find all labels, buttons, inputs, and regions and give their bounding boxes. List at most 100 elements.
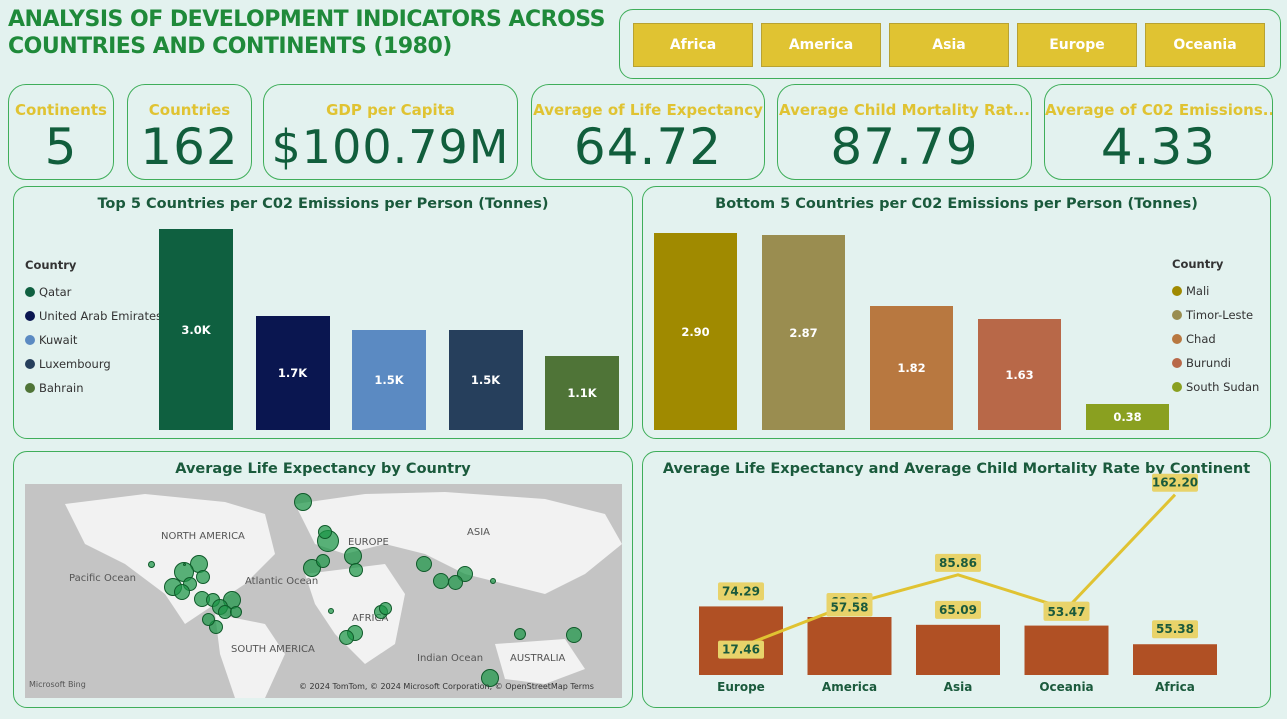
legend-item[interactable]: Bahrain — [25, 376, 162, 400]
slicer-africa[interactable]: Africa — [633, 23, 753, 67]
country-bubble[interactable] — [416, 556, 432, 572]
kpi-value: 4.33 — [1100, 118, 1217, 176]
kpi-life-expectancy: Average of Life Expectancy 64.72 — [531, 84, 765, 180]
country-bubble[interactable] — [294, 493, 312, 511]
country-bubble[interactable] — [566, 627, 582, 643]
continent-slicer: Africa America Asia Europe Oceania — [619, 9, 1281, 79]
country-bubble[interactable] — [196, 570, 210, 584]
data-label: 55.38 — [1156, 622, 1194, 636]
dashboard-title: ANALYSIS OF DEVELOPMENT INDICATORS ACROS… — [8, 7, 606, 59]
bar[interactable]: 3.0K — [159, 229, 233, 430]
x-tick-label: Africa — [1155, 680, 1195, 694]
combo-plot: 74.2969.0065.0964.7155.3817.4657.5885.86… — [699, 473, 1217, 694]
bar[interactable]: 2.87 — [762, 235, 845, 430]
legend-label: South Sudan — [1186, 380, 1260, 394]
x-tick-label: Asia — [944, 680, 973, 694]
bar[interactable]: 1.63 — [978, 319, 1061, 430]
bar[interactable]: 1.82 — [870, 306, 953, 430]
kpi-value: 5 — [44, 118, 78, 176]
country-bubble[interactable] — [316, 554, 330, 568]
bar-data-label: 2.87 — [789, 325, 818, 340]
legend-item[interactable]: Kuwait — [25, 328, 162, 352]
bar[interactable]: 0.38 — [1086, 404, 1169, 430]
x-tick-label: Oceania — [1039, 680, 1093, 694]
country-bubble[interactable] — [230, 606, 242, 618]
legend-item[interactable]: Timor-Leste — [1172, 303, 1259, 327]
bar-data-label: 1.5K — [374, 372, 404, 387]
country-bubble[interactable] — [481, 669, 499, 687]
bar[interactable] — [807, 617, 892, 675]
country-bubble[interactable] — [349, 563, 363, 577]
kpi-co2-emissions: Average of C02 Emissions.. 4.33 — [1044, 84, 1273, 180]
bottom5-co2-chart: Bottom 5 Countries per C02 Emissions per… — [642, 186, 1271, 439]
legend-marker — [25, 383, 35, 393]
country-bubble[interactable] — [147, 560, 155, 568]
bar-data-label: 1.7K — [277, 366, 308, 381]
legend-item[interactable]: South Sudan — [1172, 375, 1259, 399]
kpi-value: 87.79 — [830, 118, 979, 176]
legend-marker — [1172, 310, 1182, 320]
legend-label: United Arab Emirates — [39, 309, 163, 323]
bar[interactable]: 1.7K — [255, 316, 330, 430]
map-title: Average Life Expectancy by Country — [175, 461, 471, 477]
legend-title: Country — [25, 258, 77, 272]
data-label: 74.29 — [722, 584, 760, 598]
kpi-label: Countries — [148, 101, 231, 119]
country-bubble[interactable] — [378, 601, 392, 615]
kpi-value: 162 — [140, 118, 239, 176]
world-map[interactable]: NORTH AMERICA EUROPE ASIA Pacific Ocean … — [25, 484, 622, 698]
data-label-box — [1152, 620, 1198, 639]
legend-item[interactable]: United Arab Emirates — [25, 304, 162, 328]
country-bubble[interactable] — [338, 629, 354, 645]
legend-item[interactable]: Qatar — [25, 280, 162, 304]
slicer-america[interactable]: America — [761, 23, 881, 67]
bar[interactable]: 2.90 — [654, 233, 737, 430]
map-attribution[interactable]: © 2024 TomTom, © 2024 Microsoft Corporat… — [299, 682, 594, 691]
line-series[interactable] — [740, 493, 1177, 649]
slicer-oceania[interactable]: Oceania — [1145, 23, 1265, 67]
map-label: Pacific Ocean — [69, 573, 136, 584]
country-bubble[interactable] — [514, 628, 526, 640]
country-bubble[interactable] — [318, 525, 332, 539]
life-expectancy-map-panel: Average Life Expectancy by Country — [13, 451, 633, 708]
map-label: SOUTH AMERICA — [231, 644, 315, 655]
bar[interactable] — [916, 624, 1000, 675]
data-label: 17.46 — [722, 643, 760, 657]
country-bubble[interactable] — [490, 578, 496, 584]
country-bubble[interactable] — [174, 584, 190, 600]
chart-title: Bottom 5 Countries per C02 Emissions per… — [715, 196, 1198, 212]
legend-marker — [25, 287, 35, 297]
bar-data-label: 0.38 — [1113, 410, 1142, 424]
slicer-europe[interactable]: Europe — [1017, 23, 1137, 67]
legend-marker — [25, 335, 35, 345]
kpi-value: $100.79M — [271, 120, 510, 174]
bar[interactable] — [1133, 644, 1217, 675]
legend-item[interactable]: Burundi — [1172, 351, 1259, 375]
legend-item[interactable]: Chad — [1172, 327, 1259, 351]
legend-label: Chad — [1186, 332, 1216, 346]
legend-title: Country — [1172, 257, 1224, 271]
legend-item[interactable]: Mali — [1172, 279, 1259, 303]
kpi-label: Average of C02 Emissions.. — [1045, 101, 1273, 119]
country-bubble[interactable] — [201, 612, 215, 626]
country-bubble[interactable] — [433, 573, 449, 589]
bar[interactable]: 1.5K — [448, 329, 523, 430]
map-label: AFRICA — [352, 613, 389, 624]
kpi-continents: Continents 5 — [8, 84, 114, 180]
data-label-box — [1152, 473, 1198, 492]
bar[interactable] — [1024, 625, 1109, 675]
country-bubble[interactable] — [328, 608, 334, 614]
legend-label: Kuwait — [39, 333, 78, 347]
map-label: NORTH AMERICA — [161, 531, 245, 542]
top5-co2-chart: Top 5 Countries per C02 Emissions per Pe… — [13, 186, 633, 439]
country-bubble[interactable] — [182, 562, 186, 566]
slicer-asia[interactable]: Asia — [889, 23, 1009, 67]
data-label-box — [935, 600, 981, 619]
data-label-box — [935, 553, 981, 572]
bar[interactable]: 1.5K — [352, 329, 426, 430]
data-label-box — [718, 582, 764, 601]
country-bubble[interactable] — [447, 574, 463, 590]
legend-item[interactable]: Luxembourg — [25, 352, 162, 376]
legend-label: Qatar — [39, 285, 72, 299]
bar[interactable]: 1.1K — [545, 356, 619, 430]
